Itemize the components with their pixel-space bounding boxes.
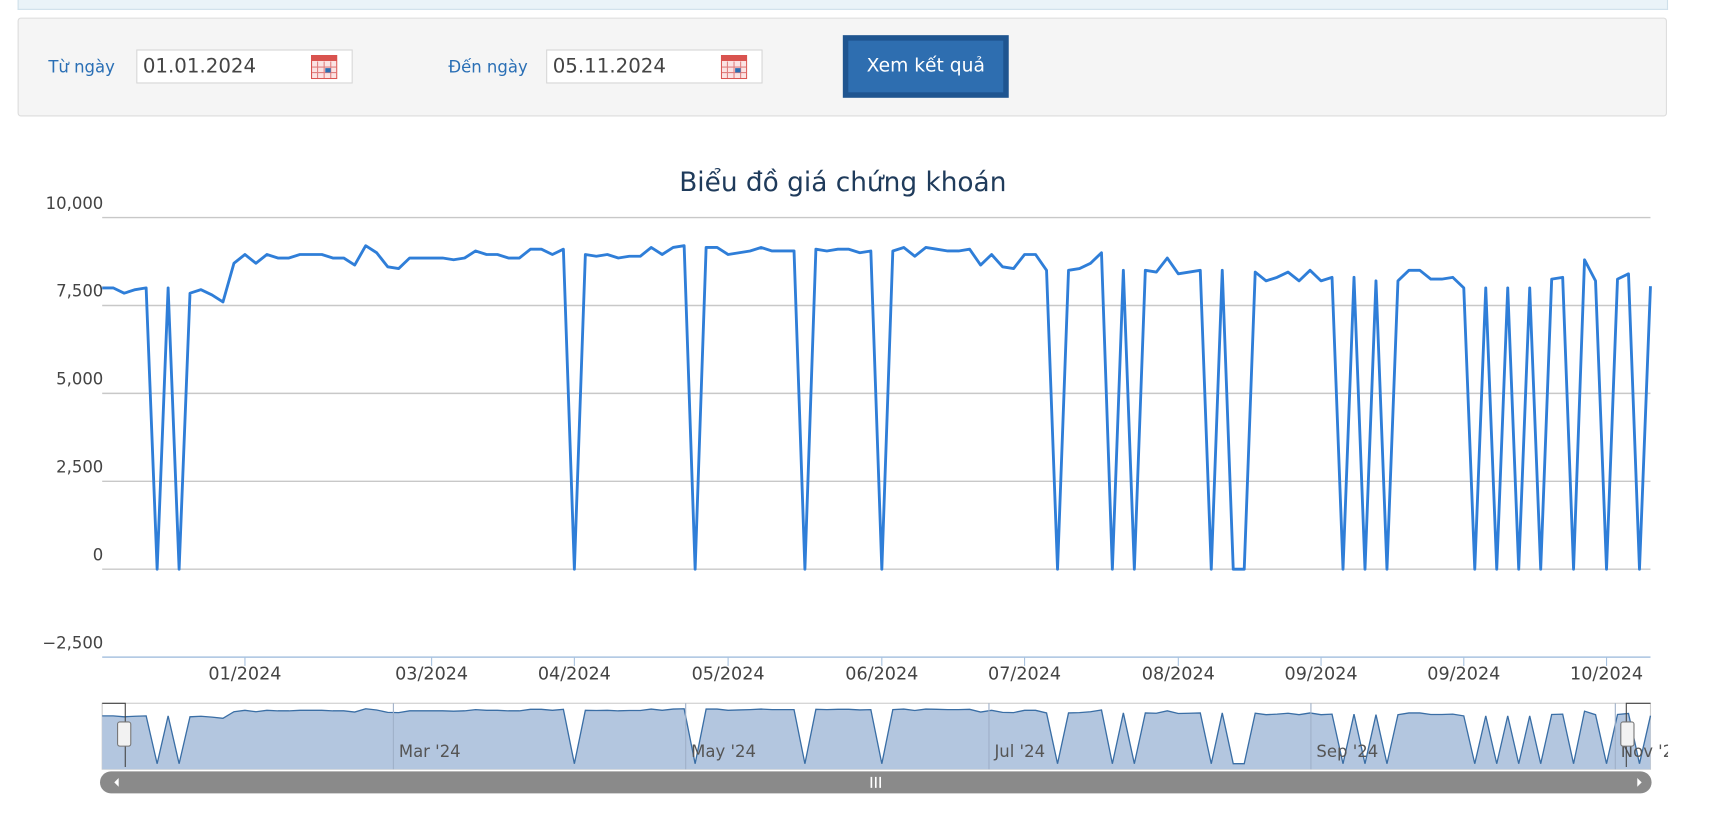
navigator-handle xyxy=(117,721,132,747)
navigator-label: Nov '24 xyxy=(1621,742,1684,761)
y-tick-label: 7,500 xyxy=(56,282,103,301)
from-input[interactable]: 01.01.2024 xyxy=(136,49,353,84)
chart: Biểu đồ giá chứng khoán −2,500 0 2,500 5,00… xyxy=(42,167,1684,794)
x-tick-label: 09/2024 xyxy=(1285,665,1358,685)
calendar-icon[interactable] xyxy=(720,54,748,80)
button-label: Xem kết quả xyxy=(848,40,1004,93)
navigator-line xyxy=(102,708,1652,765)
x-tick-label: 08/2024 xyxy=(1142,665,1215,685)
navigator-handle xyxy=(1620,721,1635,747)
from-label: Từ ngày xyxy=(48,57,115,77)
x-tick-label: 06/2024 xyxy=(845,665,918,685)
chart-title: Biểu đồ giá chứng khoán xyxy=(679,167,1006,198)
x-tick-label: 03/2024 xyxy=(395,665,468,685)
y-tick-label: −2,500 xyxy=(42,633,103,652)
to-input[interactable]: 05.11.2024 xyxy=(546,49,763,84)
top-band xyxy=(17,0,1669,10)
from-value: 01.01.2024 xyxy=(142,54,257,79)
calendar-icon[interactable] xyxy=(310,54,338,80)
y-tick-label: 10,000 xyxy=(46,194,104,213)
navigator-label: May '24 xyxy=(691,742,756,761)
scroll-arrow-left xyxy=(114,777,119,787)
x-tick-label: 09/2024 xyxy=(1427,665,1500,685)
to-label: Đến ngày xyxy=(448,57,528,77)
navigator-label: Sep '24 xyxy=(1316,742,1378,761)
date-form: Từ ngày 01.01.2024 Đến ngày 05.11.2024 X… xyxy=(17,17,1667,117)
y-tick-label: 5,000 xyxy=(56,370,103,389)
to-value: 05.11.2024 xyxy=(552,54,666,79)
submit-button[interactable]: Xem kết quả xyxy=(842,35,1009,98)
y-tick-label: 0 xyxy=(93,545,103,564)
navigator-labels: Mar '24 May '24 Jul '24 Sep '24 Nov '24 xyxy=(392,703,1684,770)
x-tick-label: 05/2024 xyxy=(692,665,765,685)
scroll-grip xyxy=(870,776,882,788)
x-tick-label: 04/2024 xyxy=(538,665,611,685)
x-tick-label: 01/2024 xyxy=(208,665,281,685)
y-tick-label: 2,500 xyxy=(56,458,103,477)
price-line xyxy=(102,244,1652,571)
navigator-label: Jul '24 xyxy=(993,742,1045,761)
scroll-arrow-right xyxy=(1637,777,1642,787)
navigator-label: Mar '24 xyxy=(399,742,461,761)
x-tick-label: 07/2024 xyxy=(988,665,1061,685)
x-tick-label: 10/2024 xyxy=(1570,665,1643,685)
